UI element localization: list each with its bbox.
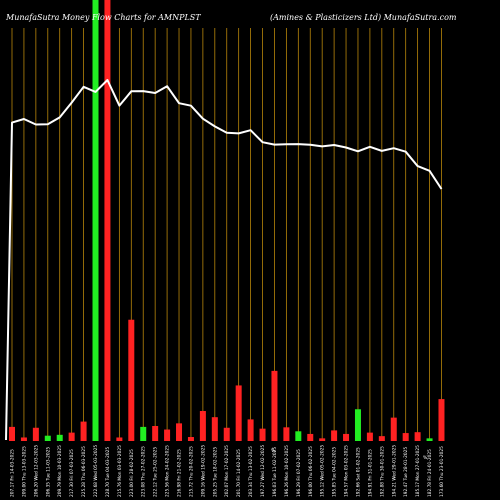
money-flow-bar (116, 437, 123, 441)
money-flow-bar (128, 319, 135, 441)
x-tick-label: 225.56 Mon 24-02-2025 (165, 445, 171, 497)
x-tick-label: 207.17 Fri 14-03-2025 (10, 449, 16, 497)
x-tick-label: 173.60 Thu 23-01-2025 (439, 446, 445, 497)
money-flow-bar (235, 385, 242, 441)
money-flow-bar (414, 432, 421, 441)
price-line (5, 79, 443, 441)
money-flow-bar (187, 437, 194, 441)
money-flow-bar (271, 370, 278, 441)
x-tick-label: 196.00 Thu 06-02-2025 (308, 446, 314, 497)
money-flow-bar (9, 426, 15, 441)
x-tick-label: 201.70 Fri 14-02-2025 (236, 449, 242, 497)
x-tick-label: 209.16 Wed 19-02-2025 (200, 445, 206, 497)
x-tick-label: 192.66 Sat 01-02-2025 (355, 447, 361, 497)
x-tick-label: 223.00 Fri 28-02-2025 (129, 449, 135, 497)
x-tick-label: 215.76 Mon 03-03-2025 (117, 445, 123, 497)
money-flow-bar (80, 421, 87, 441)
money-flow-bar (92, 0, 99, 441)
money-flow-bar (378, 436, 385, 441)
x-tick-label: 228.70 Tue 04-03-2025 (105, 447, 111, 497)
money-flow-bar (331, 430, 338, 441)
money-flow-bar (32, 427, 39, 441)
money-flow-bar (176, 423, 183, 441)
x-tick-label: 192.47 Tue 28-01-2025 (403, 447, 409, 497)
x-tick-label: 192.88 Thu 30-01-2025 (379, 446, 385, 497)
money-flow-bar (247, 419, 254, 441)
x-tick-label: 195.12 Wed 05-02-2025 (320, 445, 326, 497)
money-flow-bar (211, 417, 218, 441)
x-tick-label: 205.25 Tue 18-02-2025 (212, 447, 218, 497)
x-tick-label: 196.03 Tue 11-02-2025 (272, 447, 278, 497)
money-flow-bar (68, 432, 75, 441)
x-tick-label: 215.72 Thu 20-02-2025 (188, 446, 194, 497)
x-tick-label: 196.29 Fri 07-02-2025 (296, 449, 302, 497)
x-tick-label: 197.27 Wed 12-02-2025 (260, 445, 266, 497)
x-tick-label: 222.12 Tue 25-02-2025 (153, 447, 159, 497)
money-flow-bar (343, 433, 350, 441)
bar-series (9, 0, 445, 441)
money-flow-bar (354, 409, 361, 441)
x-tick-label: 206.35 Tue 11-03-2025 (45, 447, 51, 497)
x-tick-label: 202.07 Mon 17-02-2025 (224, 445, 230, 497)
x-tick-label: 203.34 Thu 13-02-2025 (248, 446, 254, 497)
money-flow-bar (283, 427, 290, 441)
x-tick-label: 209.79 Mon 10-03-2025 (57, 445, 63, 497)
percent-marker-2: % (423, 455, 428, 461)
x-tick-label: 185.17 Mon 27-01-2025 (415, 445, 421, 497)
money-flow-bar (438, 399, 445, 441)
money-flow-bar (295, 431, 302, 441)
x-tick-label: 209.00 Thu 13-03-2025 (21, 446, 27, 497)
x-tick-label: 196.26 Mon 10-02-2025 (284, 445, 290, 497)
x-tick-label: 182.78 Fri 24-01-2025 (427, 449, 433, 497)
money-flow-bar (104, 0, 111, 441)
chart-header-left: MunafaSutra Money Flow Charts for AMNPLS… (5, 13, 201, 22)
x-tick-label: 223.08 Thu 27-02-2025 (141, 446, 147, 497)
x-tick-label: 225.28 Thu 06-03-2025 (81, 446, 87, 497)
money-flow-bar (199, 411, 206, 441)
x-tick-label: 194.21 Wed 29-01-2025 (391, 445, 397, 497)
money-flow-bar (366, 432, 373, 441)
chart-header-right: (Amines & Plasticizers Ltd) MunafaSutra.… (270, 13, 457, 22)
x-tick-label: 216.98 Fri 21-02-2025 (177, 449, 183, 497)
money-flow-bar (44, 435, 51, 441)
x-tick-label: 194.91 Fri 31-01-2025 (367, 449, 373, 497)
x-axis-tick-labels: 207.17 Fri 14-03-2025 209.00 Thu 13-03-20… (10, 445, 445, 497)
x-tick-label: 195.85 Tue 04-02-2025 (332, 447, 338, 497)
money-flow-bar (140, 426, 147, 441)
money-flow-bar (223, 427, 230, 441)
money-flow-bar (402, 433, 409, 441)
money-flow-bar (259, 428, 266, 441)
money-flow-bar (390, 417, 397, 441)
money-flow-bar (307, 433, 314, 441)
percent-marker-1: % (271, 448, 276, 454)
money-flow-bar (56, 434, 63, 441)
x-tick-label: 217.30 Fri 07-03-2025 (69, 449, 75, 497)
x-tick-label: 206.20 Wed 12-03-2025 (33, 445, 39, 497)
money-flow-bar (164, 429, 171, 441)
money-flow-bar (319, 438, 326, 441)
x-tick-label: 194.57 Mon 03-02-2025 (344, 445, 350, 497)
money-flow-bar (426, 438, 433, 441)
money-flow-bar (20, 437, 27, 441)
money-flow-bar (152, 426, 159, 441)
x-tick-label: 222.68 Wed 05-03-2025 (93, 445, 99, 497)
